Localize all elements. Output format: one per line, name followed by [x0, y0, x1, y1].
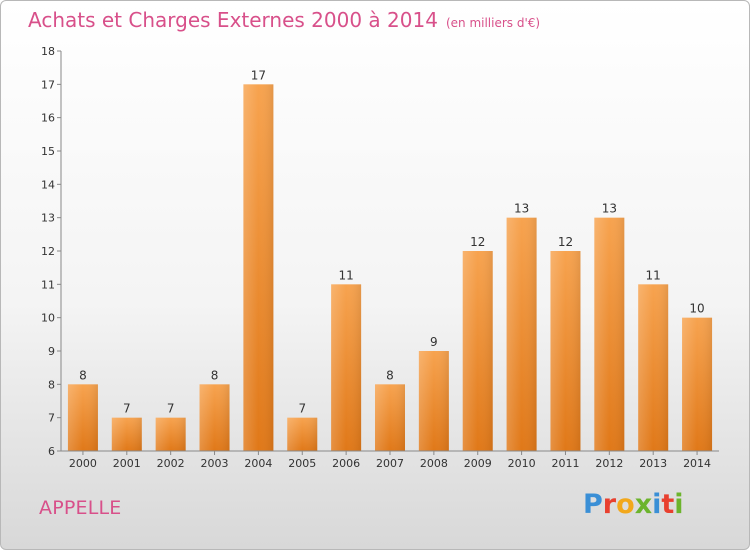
y-tick-label: 9	[48, 345, 55, 358]
logo-letter: r	[602, 489, 617, 520]
logo-letter: o	[616, 489, 635, 520]
bar-shine-2011	[550, 251, 581, 451]
x-tick-label-2012: 2012	[595, 457, 623, 470]
y-tick-label: 8	[48, 378, 55, 391]
x-tick-label-2009: 2009	[464, 457, 492, 470]
data-label-2004: 17	[251, 68, 266, 82]
x-tick-label-2007: 2007	[376, 457, 404, 470]
proxiti-logo[interactable]: Proxiti	[583, 489, 684, 520]
bar-shine-2002	[155, 417, 186, 451]
logo-letter: i	[652, 489, 662, 520]
y-tick-label: 15	[41, 145, 55, 158]
bar-shine-2000	[67, 384, 98, 451]
x-tick-label-2014: 2014	[683, 457, 711, 470]
y-tick-label: 7	[48, 412, 55, 425]
data-label-2011: 12	[558, 235, 573, 249]
x-tick-label-2003: 2003	[201, 457, 229, 470]
logo-letter: x	[634, 489, 653, 520]
data-label-2001: 7	[123, 402, 131, 416]
bar-shine-2012	[594, 217, 625, 451]
x-tick-label-2005: 2005	[288, 457, 316, 470]
y-tick-label: 13	[41, 212, 55, 225]
chart-unit-note: (en milliers d'€)	[445, 16, 541, 30]
x-tick-label-2001: 2001	[113, 457, 141, 470]
y-tick-label: 17	[41, 78, 55, 91]
data-label-2009: 12	[470, 235, 485, 249]
y-tick-label: 11	[41, 278, 55, 291]
y-tick-label: 16	[41, 112, 55, 125]
logo-letter: P	[583, 489, 603, 520]
data-label-2012: 13	[602, 202, 617, 216]
x-tick-label-2010: 2010	[508, 457, 536, 470]
bar-shine-2013	[638, 284, 669, 451]
bar-shine-2001	[111, 417, 142, 451]
x-tick-label-2011: 2011	[551, 457, 579, 470]
data-label-2005: 7	[298, 402, 306, 416]
data-label-2013: 11	[646, 268, 661, 282]
x-tick-label-2008: 2008	[420, 457, 448, 470]
data-label-2007: 8	[386, 368, 394, 382]
data-label-2002: 7	[167, 402, 175, 416]
bar-shine-2009	[462, 251, 493, 451]
data-label-2010: 13	[514, 202, 529, 216]
y-tick-label: 18	[41, 45, 55, 58]
x-tick-label-2006: 2006	[332, 457, 360, 470]
x-axis: 2000 2001 2002 2003 2004 2005 2006 2007 2008 2009…	[61, 450, 719, 470]
bar-shine-2004	[243, 84, 274, 451]
x-tick-label-2000: 2000	[69, 457, 97, 470]
data-label-2008: 9	[430, 335, 438, 349]
chart-title: Achats et Charges Externes 2000 à 2014 (e…	[28, 8, 540, 32]
bars: 8 7 7 8 17 7 11 8 9 12 13 12 13 11 10	[67, 68, 713, 451]
y-tick-label: 6	[48, 445, 55, 458]
logo-letter: i	[674, 489, 684, 520]
y-tick-label: 12	[41, 245, 55, 258]
y-tick-label: 10	[41, 312, 55, 325]
bar-shine-2010	[506, 217, 537, 451]
logo-letter: t	[661, 489, 675, 520]
chart-title-text: Achats et Charges Externes 2000 à 2014	[28, 8, 438, 32]
bar-shine-2003	[199, 384, 230, 451]
data-label-2003: 8	[211, 368, 219, 382]
y-tick-label: 14	[41, 178, 55, 191]
data-label-2014: 10	[689, 302, 704, 316]
bar-shine-2014	[682, 317, 713, 451]
x-tick-label-2004: 2004	[244, 457, 272, 470]
data-label-2006: 11	[338, 268, 353, 282]
data-label-2000: 8	[79, 368, 87, 382]
y-axis: 6 7 8 9 10 11 12 13 14 15 16 17 18	[41, 45, 62, 458]
bar-shine-2006	[331, 284, 362, 451]
x-tick-label-2002: 2002	[157, 457, 185, 470]
commune-name: APPELLE	[39, 497, 122, 519]
bar-shine-2008	[418, 351, 449, 451]
bar-shine-2005	[287, 417, 318, 451]
bar-shine-2007	[375, 384, 405, 451]
x-tick-label-2013: 2013	[639, 457, 667, 470]
